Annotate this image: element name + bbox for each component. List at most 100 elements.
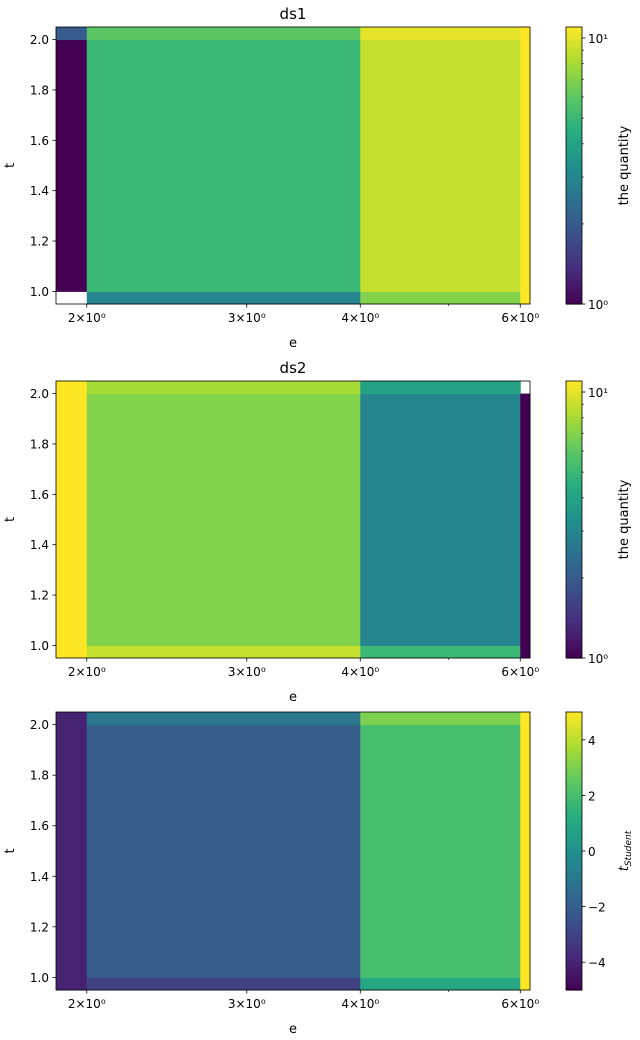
colorbar-frame: [565, 380, 583, 659]
colorbar-segment: [566, 728, 582, 732]
colorbar-segment: [566, 285, 582, 289]
colorbar-segment: [566, 475, 582, 479]
heatmap-cell: [360, 39, 521, 292]
colorbar-segment: [566, 809, 582, 813]
colorbar-segment: [566, 848, 582, 852]
colorbar-segment: [566, 70, 582, 74]
colorbar-segment: [566, 294, 582, 298]
colorbar-segment: [566, 248, 582, 252]
colorbar-segment: [566, 767, 582, 771]
colorbar-segment: [566, 746, 582, 750]
colorbar-segment: [566, 586, 582, 590]
colorbar-segment: [566, 565, 582, 569]
colorbar-segment: [566, 830, 582, 834]
colorbar: 10⁰ 10¹ the quantity: [565, 26, 632, 312]
colorbar-segment: [566, 397, 582, 401]
heatmap-cell: [56, 977, 88, 991]
x-axis-label: e: [289, 1022, 297, 1037]
colorbar-segment: [566, 290, 582, 294]
colorbar-segment: [566, 531, 582, 534]
colorbar-segment: [566, 477, 582, 481]
colorbar-segment: [566, 714, 582, 718]
colorbar-segment: [566, 237, 582, 240]
y-tick-label: 1.6: [30, 819, 49, 833]
colorbar-segment: [566, 121, 582, 125]
colorbar-segment: [566, 135, 582, 139]
colorbar-segment: [566, 760, 582, 764]
colorbar-segment: [566, 450, 582, 454]
heatmap-cell: [520, 645, 531, 659]
heatmap-cell: [86, 393, 361, 646]
x-tick-label: 4×10⁰: [341, 997, 379, 1011]
y-tick-label: 1.6: [30, 488, 49, 502]
colorbar-segment: [566, 100, 582, 104]
colorbar-segment: [566, 535, 582, 539]
colorbar-segment: [566, 66, 582, 70]
colorbar-segment: [566, 547, 582, 551]
colorbar-segment: [566, 614, 582, 618]
colorbar-segment: [566, 533, 582, 537]
colorbar-segment: [566, 922, 582, 926]
colorbar-segment: [566, 851, 582, 854]
x-tick-label: 4×10⁰: [341, 665, 379, 679]
colorbar-segment: [566, 503, 582, 507]
colorbar-tick-label: −4: [588, 956, 606, 970]
colorbar-segment: [566, 609, 582, 613]
colorbar-segment: [566, 788, 582, 792]
colorbar-segment: [566, 427, 582, 431]
colorbar-segment: [566, 505, 582, 509]
colorbar-segment: [566, 38, 582, 42]
colorbar-segment: [566, 918, 582, 922]
colorbar-segment: [566, 639, 582, 643]
colorbar-segment: [566, 756, 582, 759]
colorbar-segment: [566, 420, 582, 424]
heatmap-cell: [360, 645, 521, 659]
colorbar-segment: [566, 561, 582, 564]
colorbar-segment: [566, 301, 582, 305]
colorbar-segment: [566, 80, 582, 83]
colorbar-segment: [566, 387, 582, 391]
colorbar-segment: [566, 147, 582, 150]
colorbar-segment: [566, 89, 582, 93]
colorbar-segment: [566, 507, 582, 511]
colorbar-segment: [566, 283, 582, 287]
colorbar-segment: [566, 181, 582, 185]
heatmap-cell: [56, 27, 88, 41]
colorbar-segment: [566, 853, 582, 857]
colorbar-segment: [566, 93, 582, 97]
colorbar-segment: [566, 839, 582, 843]
x-tick-label: 2×10⁰: [68, 665, 106, 679]
colorbar-label-subscript: Student: [624, 830, 634, 866]
colorbar-segment: [566, 243, 582, 247]
colorbar-segment: [566, 87, 582, 90]
colorbar-segment: [566, 431, 582, 435]
colorbar-segment: [566, 648, 582, 652]
heatmap-cell: [56, 645, 88, 659]
colorbar-segment: [566, 468, 582, 472]
colorbar-segment: [566, 964, 582, 968]
colorbar-segment: [566, 983, 582, 986]
colorbar-segment: [566, 193, 582, 197]
colorbar-segment: [566, 130, 582, 134]
colorbar-segment: [566, 133, 582, 137]
colorbar-segment: [566, 498, 582, 502]
colorbar-segment: [566, 927, 582, 931]
colorbar-segment: [566, 96, 582, 100]
colorbar-segment: [566, 482, 582, 486]
colorbar-segment: [566, 800, 582, 803]
colorbar-segment: [566, 855, 582, 859]
colorbar-segment: [566, 765, 582, 769]
colorbar-segment: [566, 721, 582, 725]
colorbar-segment: [566, 195, 582, 199]
colorbar-segment: [566, 190, 582, 194]
heatmap-cell: [360, 712, 521, 726]
colorbar-segment: [566, 512, 582, 516]
colorbar-segment: [566, 556, 582, 560]
colorbar-segment: [566, 163, 582, 167]
heatmap-cell: [360, 291, 521, 305]
colorbar-segment: [566, 811, 582, 815]
colorbar-segment: [566, 75, 582, 79]
colorbar-tick-label: 2: [588, 789, 596, 803]
colorbar-segment: [566, 651, 582, 654]
colorbar-segment: [566, 167, 582, 171]
